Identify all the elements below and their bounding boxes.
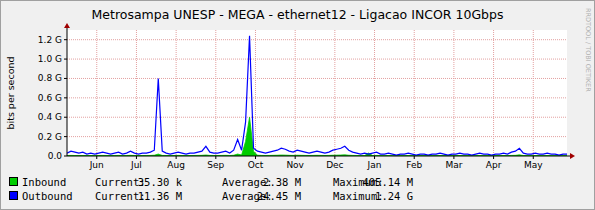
legend-swatch (10, 192, 18, 200)
x-tick-label: Jul (130, 160, 142, 170)
y-tick-label: 0.4 G (38, 112, 62, 122)
legend-stat-value: 2.38 M (263, 176, 301, 188)
legend-stat-value: 405.14 M (362, 176, 413, 188)
y-tick-label: 1.2 G (38, 35, 62, 45)
grid-line (67, 39, 567, 40)
x-axis (67, 156, 571, 157)
x-tick-label: Jan (367, 160, 382, 170)
grid-line (374, 30, 375, 156)
legend-stat-value: 35.30 k (138, 176, 183, 188)
y-axis (67, 27, 68, 156)
inbound-area (67, 117, 567, 156)
x-tick-label: Apr (486, 160, 502, 170)
title: Metrosampa UNESP - MEGA - ethernet12 - L… (92, 7, 504, 22)
x-tick-label: Sep (207, 160, 224, 170)
grid-line (255, 30, 256, 156)
x-tick-label: May (524, 160, 543, 170)
border (1, 1, 595, 210)
outbound-line (67, 36, 567, 155)
y-tick-label: 0.2 G (38, 132, 62, 142)
grid-line (533, 30, 534, 156)
grid-line (295, 30, 296, 156)
chart: Metrosampa UNESP - MEGA - ethernet12 - L… (0, 0, 595, 210)
background (0, 0, 595, 210)
series-group (67, 36, 567, 156)
x-tick-label: Jun (89, 160, 104, 170)
x-tick-label: Dec (326, 160, 343, 170)
legend-stat-value: 11.36 M (138, 190, 182, 202)
x-tick-label: Mar (445, 160, 462, 170)
y-axis-label: bits per second (5, 56, 16, 129)
x-tick-label: Nov (286, 160, 304, 170)
grid-line (67, 136, 567, 137)
watermark: RRDTOOL / TOBI OETIKER (584, 8, 592, 92)
grid-line (67, 97, 567, 98)
grid-line (67, 59, 567, 60)
x-tick-label: Feb (406, 160, 422, 170)
y-tick-label: 0.0 (48, 151, 63, 161)
grid-line (136, 30, 137, 156)
grid-line (334, 30, 335, 156)
plot-area (67, 30, 567, 156)
y-tick-label: 1.0 G (38, 54, 62, 64)
x-tick-label: Oct (248, 160, 264, 170)
grid-line (215, 30, 216, 156)
x-axis-arrow (570, 153, 575, 159)
grid-line (67, 117, 567, 118)
legend-stat-value: 24.45 M (257, 190, 301, 202)
legend-stat-value: 1.24 G (375, 190, 413, 202)
grid-line (414, 30, 415, 156)
grid-line (176, 30, 177, 156)
y-tick-label: 0.8 G (38, 73, 62, 83)
grid-line (67, 78, 567, 79)
y-tick-label: 0.6 G (38, 93, 62, 103)
y-axis-arrow (64, 23, 70, 28)
grid-line (96, 30, 97, 156)
x-tick-label: Aug (167, 160, 185, 170)
legend-label: Inbound (22, 176, 66, 188)
legend-swatch (10, 178, 18, 186)
grid-line (493, 30, 494, 156)
grid-line (453, 30, 454, 156)
legend-label: Outbound (22, 190, 73, 202)
